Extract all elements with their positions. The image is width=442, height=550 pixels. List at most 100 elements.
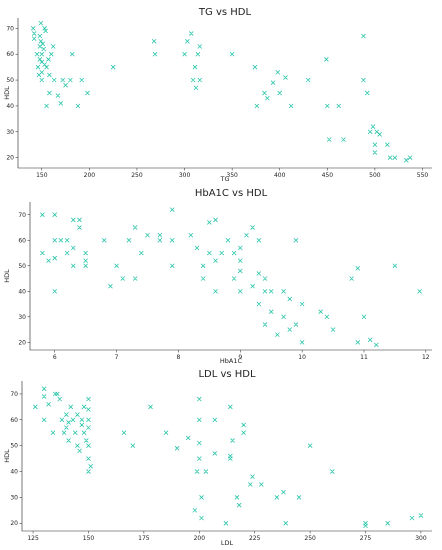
data-point	[44, 103, 49, 109]
x-tick-label: 150	[83, 535, 95, 542]
data-point	[349, 276, 354, 281]
x-tick-label: 11	[360, 354, 368, 361]
data-point	[355, 266, 360, 271]
data-point	[325, 103, 330, 109]
data-point	[75, 103, 81, 109]
data-point	[256, 301, 262, 307]
data-point	[270, 80, 276, 85]
y-axis-label: HDL	[3, 86, 11, 100]
data-point	[70, 417, 76, 422]
axes-spine	[29, 202, 432, 351]
data-point	[387, 155, 393, 160]
data-point	[64, 425, 69, 430]
data-point	[385, 521, 390, 526]
data-point	[71, 263, 76, 268]
data-point	[283, 75, 288, 80]
data-point	[86, 456, 91, 461]
data-point	[86, 407, 91, 412]
data-point	[192, 64, 198, 70]
data-point	[85, 90, 90, 96]
data-point	[37, 57, 43, 62]
y-tick-label: 50	[18, 263, 26, 270]
data-point	[70, 52, 75, 57]
data-point	[265, 95, 270, 101]
data-point	[50, 430, 56, 435]
data-point	[40, 41, 45, 47]
data-point	[84, 438, 89, 443]
data-point	[66, 420, 71, 425]
data-point	[68, 404, 73, 410]
data-point	[44, 64, 49, 70]
data-point	[52, 255, 57, 261]
data-point	[277, 90, 282, 96]
data-point	[213, 258, 218, 263]
data-point	[341, 137, 346, 142]
data-point	[370, 124, 376, 129]
data-point	[46, 258, 51, 263]
data-point	[355, 340, 360, 345]
data-point	[46, 402, 51, 407]
data-point	[61, 430, 67, 435]
data-point	[41, 417, 47, 422]
data-point	[248, 482, 253, 487]
data-point	[252, 64, 258, 70]
data-point	[83, 263, 88, 268]
y-axis-label: HDL	[3, 269, 11, 283]
data-point	[130, 443, 136, 448]
data-point	[283, 521, 288, 526]
data-point	[262, 289, 268, 294]
data-point	[64, 250, 70, 256]
x-tick-label: 400	[274, 172, 286, 179]
data-point	[77, 448, 82, 454]
x-tick-label: 7	[115, 354, 119, 361]
subplot-1: TG vs HDL 150 200 250 300 350 400 450 500 550 20 30…	[3, 7, 432, 183]
data-point	[287, 296, 292, 302]
y-tick-label: 20	[6, 155, 14, 162]
data-point	[281, 314, 286, 320]
data-point	[110, 64, 116, 70]
data-point	[58, 101, 64, 106]
data-point	[41, 394, 47, 399]
y-tick-label: 20	[18, 339, 26, 346]
x-tick-label: 225	[249, 535, 261, 542]
data-point	[407, 155, 413, 160]
data-point	[229, 52, 235, 57]
data-point	[234, 495, 240, 500]
data-point	[63, 83, 68, 88]
data-point	[230, 438, 235, 443]
data-point	[262, 322, 268, 327]
data-point	[212, 417, 218, 422]
data-point	[47, 72, 52, 78]
data-point	[262, 276, 268, 281]
x-tick-label: 550	[417, 172, 429, 179]
data-point	[281, 289, 286, 294]
data-point	[37, 33, 43, 39]
data-point	[197, 396, 202, 402]
data-point	[361, 77, 366, 83]
data-point	[81, 430, 87, 435]
x-tick-label: 500	[369, 172, 381, 179]
data-point	[77, 225, 82, 230]
data-point	[374, 342, 379, 348]
data-point	[203, 469, 209, 474]
data-point	[250, 284, 255, 289]
data-point	[86, 443, 91, 448]
data-point	[238, 258, 243, 263]
x-tick-label: 350	[226, 172, 238, 179]
data-point	[385, 142, 390, 147]
data-point	[372, 150, 378, 155]
x-tick-label: 10	[298, 354, 306, 361]
data-point	[197, 456, 202, 461]
data-point	[361, 33, 366, 39]
data-point	[194, 469, 200, 474]
y-tick-label: 60	[10, 417, 18, 424]
x-tick-label: 250	[131, 172, 143, 179]
data-point	[43, 28, 48, 34]
data-point	[417, 289, 422, 294]
data-point	[64, 238, 70, 243]
data-point	[212, 451, 218, 456]
data-point	[262, 90, 267, 96]
data-point	[293, 238, 299, 243]
data-point	[256, 271, 262, 276]
